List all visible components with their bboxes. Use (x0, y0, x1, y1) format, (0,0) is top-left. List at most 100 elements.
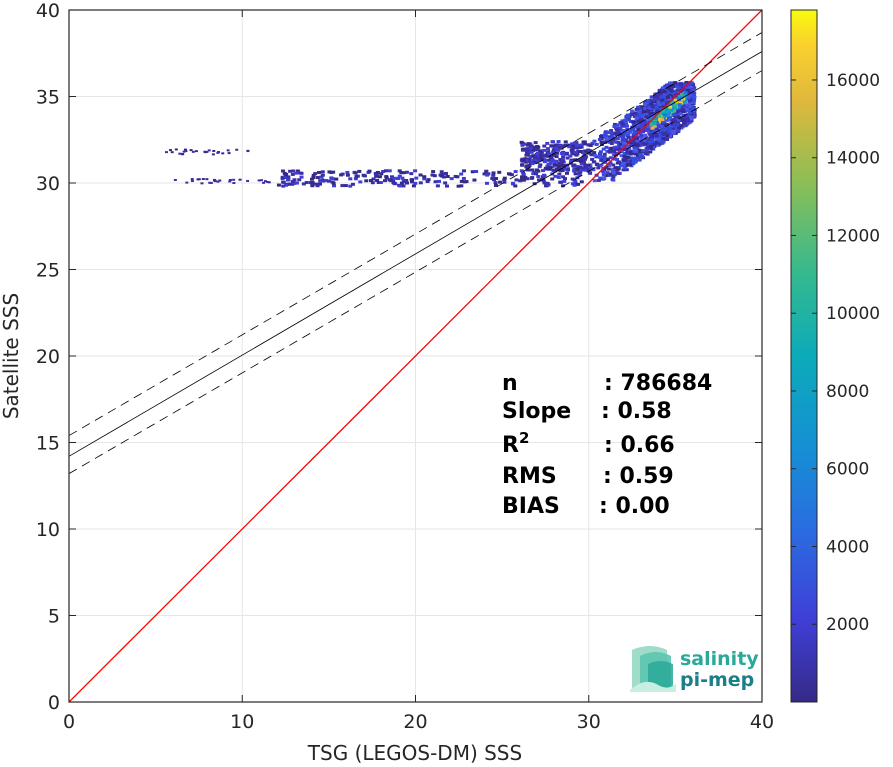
density-cell (612, 150, 617, 154)
density-cell (547, 167, 552, 171)
density-cell (562, 167, 567, 171)
density-cell (614, 126, 619, 130)
density-cell (313, 172, 318, 176)
density-cell (602, 152, 607, 156)
density-cell (173, 179, 177, 182)
density-cell (675, 88, 680, 92)
density-cell (394, 176, 399, 180)
density-cell (688, 85, 693, 89)
density-cell (636, 110, 641, 114)
density-cell (439, 174, 444, 178)
density-cell (590, 142, 595, 146)
density-cell (529, 176, 534, 180)
density-cell (642, 110, 647, 114)
density-cell (657, 117, 662, 121)
density-cell (662, 122, 667, 126)
density-cell (595, 162, 600, 166)
density-cell (519, 140, 524, 144)
density-cell (583, 157, 588, 161)
y-tick-label: 40 (36, 0, 60, 22)
density-cell (637, 148, 642, 152)
density-cell (673, 129, 678, 133)
density-cell (562, 144, 567, 148)
density-cell (596, 166, 601, 170)
density-cell (551, 153, 556, 157)
x-tick-label: 20 (403, 711, 427, 733)
density-cell (617, 134, 622, 138)
density-cell (638, 153, 643, 157)
density-cell (599, 158, 604, 162)
density-cell (678, 111, 683, 115)
density-cell (297, 171, 302, 175)
density-cell (449, 177, 454, 181)
density-cell (524, 159, 529, 163)
density-cell (652, 95, 657, 99)
density-cell (459, 179, 464, 183)
regression-line (69, 51, 762, 457)
density-cell (563, 177, 568, 181)
density-cell (304, 181, 309, 185)
density-cell (654, 134, 659, 138)
density-cell (615, 157, 620, 161)
density-cell (607, 130, 612, 134)
density-cell (621, 137, 626, 141)
density-cell (543, 166, 548, 170)
density-cell (632, 132, 637, 136)
density-cell (545, 154, 550, 158)
density-cell (664, 122, 669, 126)
stat-value: : 786684 (604, 371, 712, 396)
density-cell (340, 184, 345, 188)
density-cell (682, 124, 687, 128)
density-cell (601, 135, 606, 139)
density-cell (652, 124, 657, 128)
stat-value: : 0.66 (604, 433, 675, 458)
density-cell (576, 158, 581, 162)
density-cell (670, 84, 675, 88)
density-cell (646, 124, 651, 128)
density-cell (633, 111, 638, 115)
density-cell (658, 88, 663, 92)
density-cell (643, 106, 648, 110)
density-cell (317, 170, 322, 174)
density-cell (610, 133, 615, 137)
density-cell (472, 178, 477, 182)
density-cell (650, 119, 655, 123)
density-cell (636, 128, 641, 132)
density-cell (535, 147, 540, 151)
density-cell (288, 169, 293, 173)
density-cell (687, 82, 692, 86)
density-cell (664, 98, 669, 102)
density-cell (690, 99, 695, 103)
density-cell (636, 119, 641, 123)
density-cell (520, 163, 525, 167)
stat-label: n (502, 371, 518, 396)
density-cell (521, 171, 526, 175)
density-cell (671, 118, 676, 122)
density-cell (560, 159, 565, 163)
density-cell (625, 150, 630, 154)
density-cell (578, 145, 583, 149)
density-cell (575, 164, 580, 168)
density-cell (643, 123, 648, 127)
density-cell (601, 171, 606, 175)
density-cell (554, 155, 559, 159)
density-cell (556, 175, 561, 179)
density-cell (616, 143, 621, 147)
density-cell (656, 94, 661, 98)
density-cell (611, 178, 616, 182)
density-cell (588, 166, 593, 170)
density-cell (674, 92, 679, 96)
density-cell (570, 147, 575, 151)
density-cell (617, 160, 622, 164)
density-cell (367, 169, 372, 173)
density-cell (542, 144, 547, 148)
density-cell (319, 175, 324, 179)
density-cell (401, 184, 406, 188)
density-cell (648, 113, 653, 117)
density-cell (682, 99, 687, 103)
density-cell (617, 132, 622, 136)
density-cell (558, 180, 563, 184)
density-cell (689, 81, 694, 85)
x-tick-label: 30 (577, 711, 601, 733)
density-cell (485, 173, 490, 177)
